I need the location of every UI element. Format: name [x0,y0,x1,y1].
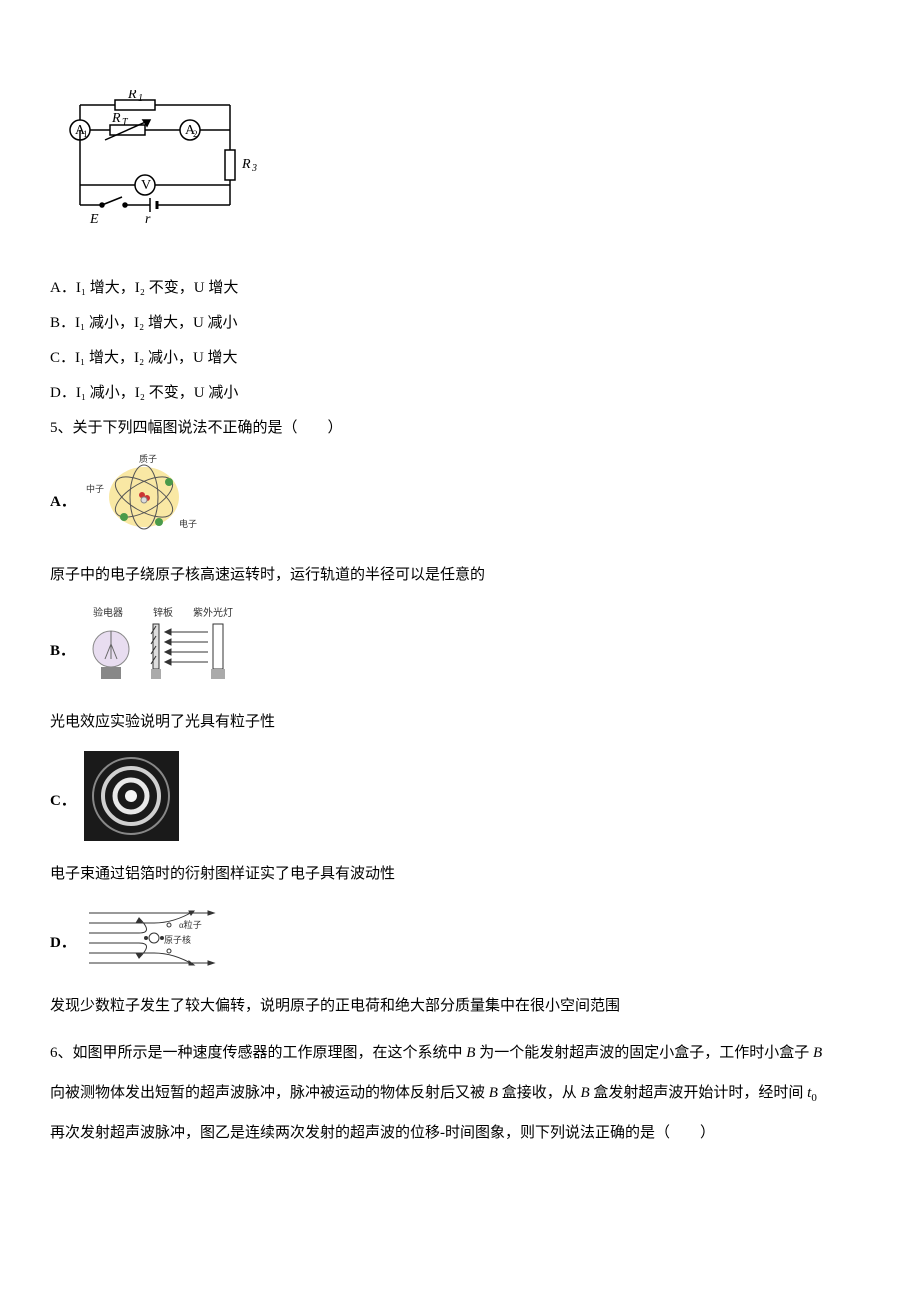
svg-text:2: 2 [193,129,198,139]
q5-d-desc: 发现少数粒子发生了较大偏转，说明原子的正电荷和绝大部分质量集中在很小空间范围 [50,993,870,1020]
photoelectric-image: 验电器 锌板 紫外光灯 [83,604,253,699]
svg-text:R: R [127,90,137,102]
q4-option-c: C．I₁ 增大，I₂ 减小，U 增大 [50,345,870,372]
rutherford-image: α粒子 原子核 [84,903,224,983]
svg-text:1: 1 [83,129,88,139]
svg-text:3: 3 [251,163,257,174]
q5-d-label: D． [50,930,76,957]
q5-option-b-row: B． 验电器 锌板 紫外光灯 [50,604,870,699]
svg-text:验电器: 验电器 [93,606,123,619]
svg-text:质子: 质子 [139,453,157,464]
q6-line3: 再次发射超声波脉冲，图乙是连续两次发射的超声波的位移-时间图象，则下列说法正确的… [50,1115,870,1151]
svg-text:E: E [89,212,99,227]
atom-model-image: 质子 中子 电子 [84,452,204,552]
svg-text:紫外光灯: 紫外光灯 [193,606,233,619]
svg-text:T: T [122,117,129,128]
q5-a-label: A． [50,489,76,516]
q4-option-b: B．I₁ 减小，I₂ 增大，U 减小 [50,310,870,337]
svg-text:R: R [111,111,121,126]
svg-text:中子: 中子 [86,483,104,494]
q5-a-desc: 原子中的电子绕原子核高速运转时，运行轨道的半径可以是任意的 [50,562,870,589]
q5-c-desc: 电子束通过铝箔时的衍射图样证实了电子具有波动性 [50,861,870,888]
q5-option-d-row: D． α粒子 原子核 [50,903,870,983]
svg-text:α粒子: α粒子 [179,919,202,930]
svg-text:V: V [141,178,151,193]
svg-text:r: r [145,212,151,227]
svg-text:锌板: 锌板 [153,606,173,619]
diffraction-image [84,751,179,851]
q5-option-a-row: A． 质子 中子 电子 [50,452,870,552]
svg-text:原子核: 原子核 [164,934,191,945]
q6-line2: 向被测物体发出短暂的超声波脉冲，脉冲被运动的物体反射后又被 B 盒接收，从 B … [50,1075,870,1111]
svg-text:1: 1 [138,93,143,104]
svg-text:R: R [241,157,251,172]
q5-b-label: B． [50,638,75,665]
q6-line1: 6、如图甲所示是一种速度传感器的工作原理图，在这个系统中 B 为一个能发射超声波… [50,1035,870,1071]
q4-option-a: A．I₁ 增大，I₂ 不变，U 增大 [50,275,870,302]
q5-b-desc: 光电效应实验说明了光具有粒子性 [50,709,870,736]
svg-text:电子: 电子 [179,518,197,529]
q5-option-c-row: C． [50,751,870,851]
q5-c-label: C． [50,788,76,815]
q4-option-d: D．I₁ 减小，I₂ 不变，U 减小 [50,380,870,407]
q5-stem: 5、关于下列四幅图说法不正确的是（ ） [50,415,870,442]
circuit-diagram: R1 RT A1 A2 R3 V E r [50,90,870,260]
